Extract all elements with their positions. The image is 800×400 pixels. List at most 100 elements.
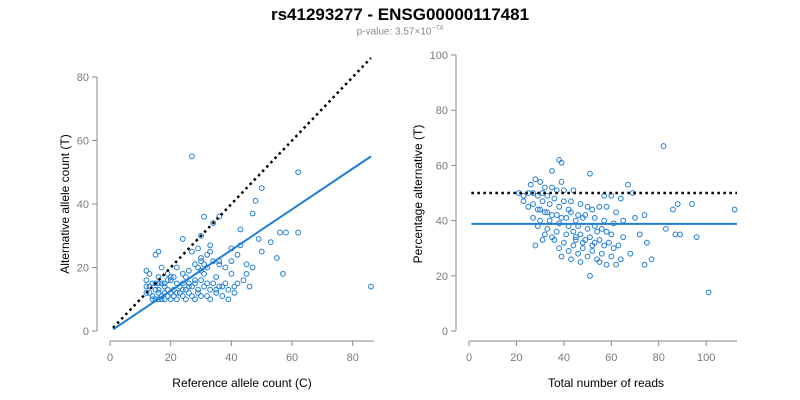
left-data-point <box>243 270 250 277</box>
right-y-tick-label: 60 <box>436 160 448 172</box>
left-data-point <box>210 220 217 226</box>
right-data-point <box>627 250 634 257</box>
left-data-point <box>146 270 153 277</box>
left-data-point <box>213 274 220 280</box>
left-data-point <box>152 286 159 293</box>
left-y-tick-label: 40 <box>77 199 89 211</box>
left-data-point <box>155 296 162 303</box>
left-data-point <box>161 296 168 303</box>
left-data-point <box>280 270 286 277</box>
left-data-point <box>216 283 223 290</box>
right-data-point <box>608 253 615 260</box>
right-y-tick-label: 80 <box>436 105 448 117</box>
left-data-point <box>198 232 204 239</box>
right-data-point <box>615 242 622 249</box>
left-data-point <box>231 283 238 290</box>
right-data-point <box>534 206 541 213</box>
right-data-point <box>596 203 603 210</box>
left-x-tick-label: 0 <box>107 352 113 364</box>
right-data-point <box>558 253 565 260</box>
right-data-point <box>613 209 619 216</box>
right-data-point <box>596 237 603 243</box>
right-data-point <box>556 245 563 252</box>
left-data-point <box>228 258 235 265</box>
right-data-point <box>613 261 619 268</box>
left-data-point <box>189 293 195 299</box>
left-data-point <box>192 277 198 284</box>
right-data-point <box>662 225 669 232</box>
left-data-point <box>158 264 165 271</box>
left-data-point <box>243 261 250 268</box>
left-data-point <box>170 293 177 299</box>
left-data-point <box>204 251 211 258</box>
right-x-tick-label: 80 <box>653 352 665 364</box>
right-data-point <box>603 203 610 210</box>
left-y-tick-label: 80 <box>77 72 89 84</box>
left-data-point <box>267 239 274 246</box>
left-data-point <box>192 296 198 303</box>
right-data-point <box>572 234 579 241</box>
right-data-point <box>584 253 591 260</box>
left-data-point <box>249 264 256 271</box>
right-x-tick-label: 0 <box>466 352 472 364</box>
right-data-point <box>641 212 648 218</box>
right-data-point <box>579 245 586 252</box>
left-data-point <box>216 261 223 268</box>
right-data-point <box>632 214 638 221</box>
left-data-point <box>225 296 232 303</box>
left-y-ticks: 0 20 40 60 80 <box>77 72 97 338</box>
right-data-point <box>579 239 586 246</box>
right-data-point <box>589 242 596 249</box>
right-data-point <box>610 245 617 252</box>
right-data-point <box>608 231 615 238</box>
right-data-point <box>525 203 532 210</box>
right-data-point <box>570 242 577 249</box>
left-data-point <box>207 296 214 303</box>
left-data-point <box>222 264 229 271</box>
left-data-point <box>179 270 186 277</box>
left-data-point <box>167 277 174 284</box>
right-y-tick-label: 100 <box>430 50 448 62</box>
left-data-point <box>155 286 162 293</box>
right-data-point <box>584 203 591 210</box>
left-y-tick-label: 0 <box>83 326 89 338</box>
left-data-point <box>192 261 198 268</box>
right-data-point <box>556 203 563 210</box>
right-data-point <box>560 239 567 246</box>
left-data-point <box>143 267 150 274</box>
right-data-point <box>568 256 574 263</box>
right-x-tick-label: 100 <box>697 352 715 364</box>
right-data-point <box>584 225 591 232</box>
left-data-point <box>146 283 153 290</box>
left-data-point <box>185 267 192 274</box>
right-y-label: Percentage alternative (T) <box>411 125 425 264</box>
left-data-point <box>182 296 189 303</box>
right-data-point <box>625 181 631 188</box>
left-data-point <box>228 270 235 277</box>
left-data-point <box>204 293 211 299</box>
right-data-point <box>601 217 608 224</box>
left-panel: 0 20 40 60 80 0 20 40 60 80 Reference allele cou… <box>58 57 374 390</box>
left-data-point <box>255 236 262 242</box>
right-x-ticks: 0 20 40 60 80 100 <box>466 341 715 364</box>
left-data-point <box>368 283 374 290</box>
left-data-point <box>252 197 259 204</box>
left-x-tick-label: 60 <box>286 352 298 364</box>
left-data-point <box>143 277 150 284</box>
left-data-point <box>222 280 229 287</box>
right-data-point <box>570 228 577 235</box>
left-data-point <box>143 290 150 296</box>
left-data-point <box>216 213 223 220</box>
left-data-point <box>258 185 265 192</box>
left-data-point <box>249 210 256 217</box>
right-data-point <box>520 198 527 205</box>
left-data-point <box>198 293 204 299</box>
right-data-point <box>589 248 596 254</box>
right-data-point <box>606 239 612 246</box>
right-data-point <box>620 217 627 224</box>
left-data-point <box>198 277 204 284</box>
left-data-point <box>213 290 220 296</box>
right-data-point <box>527 181 534 188</box>
left-data-point <box>161 280 168 287</box>
